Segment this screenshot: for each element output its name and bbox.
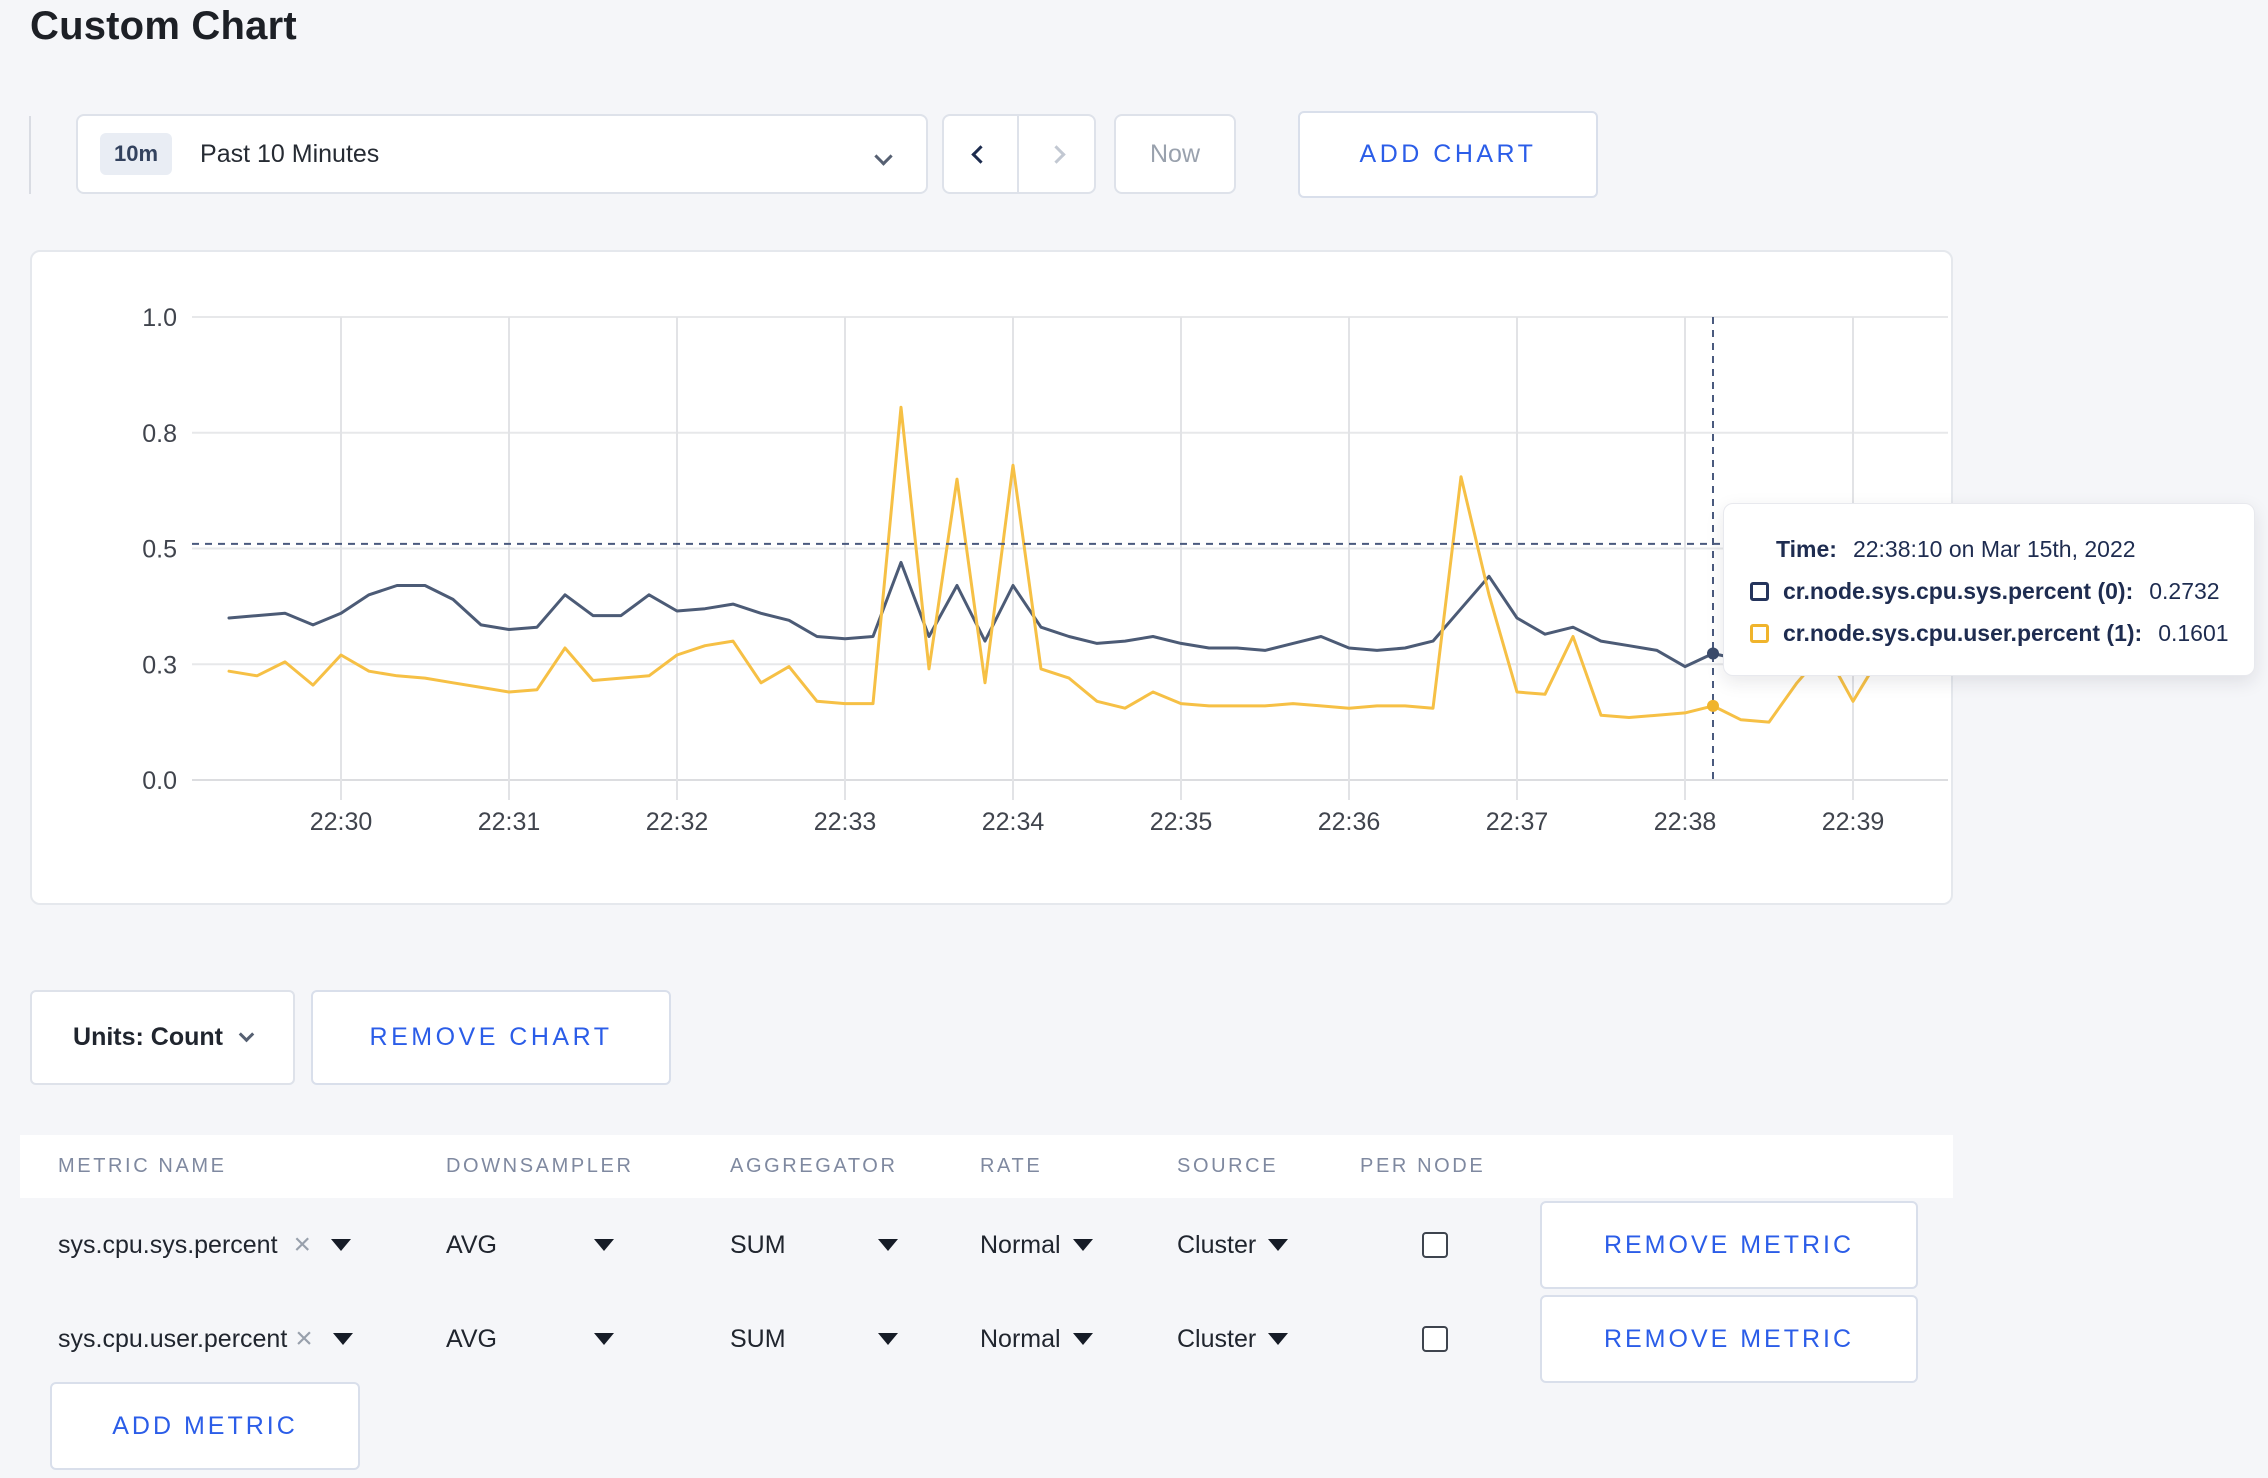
time-scale-label: Past 10 Minutes	[200, 139, 380, 168]
chart-hover-tooltip: Time: 22:38:10 on Mar 15th, 2022 cr.node…	[1723, 503, 2255, 676]
tooltip-series-name: cr.node.sys.cpu.user.percent (1):	[1783, 619, 2143, 646]
metric-name-value: sys.cpu.sys.percent	[58, 1230, 278, 1259]
svg-text:22:33: 22:33	[814, 808, 877, 836]
rate-dropdown-caret-icon[interactable]	[1072, 1333, 1093, 1345]
add-metric-button[interactable]: ADD METRIC	[50, 1382, 360, 1470]
aggregator-value: SUM	[730, 1230, 786, 1259]
column-header-rate: RATE	[980, 1155, 1043, 1177]
remove-chart-button[interactable]: REMOVE CHART	[311, 990, 671, 1085]
metric-name-value: sys.cpu.user.percent	[58, 1324, 288, 1353]
chevron-left-icon	[971, 144, 990, 164]
svg-text:22:37: 22:37	[1486, 808, 1549, 836]
svg-text:1.0: 1.0	[142, 304, 177, 332]
aggregator-dropdown-caret-icon[interactable]	[878, 1239, 898, 1251]
svg-text:22:32: 22:32	[646, 808, 709, 836]
chevron-right-icon	[1047, 144, 1066, 164]
units-dropdown[interactable]: Units: Count	[30, 990, 295, 1085]
sys-series-swatch-icon	[1750, 581, 1769, 601]
svg-text:0.5: 0.5	[142, 536, 177, 564]
rate-value: Normal	[980, 1324, 1061, 1353]
column-header-source: SOURCE	[1177, 1155, 1279, 1177]
next-timeframe-button[interactable]	[1019, 116, 1094, 192]
remove-metric-x-icon[interactable]: ×	[295, 1322, 313, 1355]
metric-dropdown-caret-icon[interactable]	[332, 1333, 353, 1345]
svg-text:22:31: 22:31	[478, 808, 541, 836]
metrics-table-header: METRIC NAME DOWNSAMPLER AGGREGATOR RATE …	[20, 1135, 1953, 1198]
table-row: sys.cpu.sys.percent × AVG SUM Normal Clu…	[20, 1198, 1953, 1292]
add-chart-button[interactable]: ADD CHART	[1298, 111, 1598, 198]
aggregator-dropdown-caret-icon[interactable]	[878, 1333, 898, 1345]
page-title: Custom Chart	[30, 4, 297, 48]
svg-text:22:34: 22:34	[982, 808, 1045, 836]
chart-card: 1.0 0.8 0.5 0.3 0.0 22:30 22:31 22:32 22:33 22:34…	[30, 250, 1953, 905]
tooltip-series-value: 0.2732	[2149, 577, 2220, 604]
left-divider	[29, 116, 31, 194]
user-series-swatch-icon	[1750, 623, 1769, 643]
remove-metric-button[interactable]: REMOVE METRIC	[1540, 1295, 1918, 1383]
source-dropdown-caret-icon[interactable]	[1268, 1333, 1289, 1345]
timeseries-chart[interactable]: 1.0 0.8 0.5 0.3 0.0 22:30 22:31 22:32 22:33 22:34…	[32, 252, 1951, 903]
column-header-aggregator: AGGREGATOR	[730, 1155, 898, 1177]
time-nav-group	[942, 114, 1096, 194]
svg-text:0.3: 0.3	[142, 651, 177, 679]
column-header-downsampler: DOWNSAMPLER	[446, 1155, 634, 1177]
downsampler-value: AVG	[446, 1324, 497, 1353]
chevron-down-icon	[874, 147, 893, 166]
source-value: Cluster	[1177, 1230, 1257, 1259]
now-button[interactable]: Now	[1114, 114, 1236, 194]
tooltip-time-value: 22:38:10 on Mar 15th, 2022	[1852, 535, 2136, 562]
downsampler-dropdown-caret-icon[interactable]	[594, 1333, 614, 1345]
source-dropdown-caret-icon[interactable]	[1268, 1239, 1289, 1251]
svg-text:22:36: 22:36	[1318, 808, 1381, 836]
metric-dropdown-caret-icon[interactable]	[331, 1239, 352, 1251]
time-scale-badge: 10m	[100, 133, 173, 175]
remove-metric-x-icon[interactable]: ×	[293, 1228, 312, 1261]
tooltip-series-row: cr.node.sys.cpu.user.percent (1): 0.1601	[1750, 612, 2254, 654]
column-header-per-node: PER NODE	[1360, 1155, 1486, 1177]
tooltip-series-row: cr.node.sys.cpu.sys.percent (0): 0.2732	[1750, 570, 2254, 612]
downsampler-dropdown-caret-icon[interactable]	[594, 1239, 614, 1251]
column-header-metric-name: METRIC NAME	[58, 1155, 227, 1177]
tooltip-time-label: Time:	[1776, 535, 1837, 562]
tooltip-series-name: cr.node.sys.cpu.sys.percent (0):	[1783, 577, 2134, 604]
svg-text:0.0: 0.0	[142, 767, 177, 795]
downsampler-value: AVG	[446, 1230, 497, 1259]
svg-text:22:38: 22:38	[1654, 808, 1717, 836]
per-node-checkbox[interactable]	[1422, 1232, 1448, 1258]
tooltip-series-value: 0.1601	[2158, 619, 2229, 646]
tooltip-time-row: Time: 22:38:10 on Mar 15th, 2022	[1750, 528, 2254, 570]
remove-metric-button[interactable]: REMOVE METRIC	[1540, 1201, 1918, 1289]
svg-text:22:35: 22:35	[1150, 808, 1213, 836]
per-node-checkbox[interactable]	[1422, 1326, 1448, 1352]
rate-value: Normal	[980, 1230, 1061, 1259]
svg-text:0.8: 0.8	[142, 420, 177, 448]
svg-text:22:39: 22:39	[1822, 808, 1885, 836]
aggregator-value: SUM	[730, 1324, 786, 1353]
chevron-down-icon	[238, 1026, 255, 1043]
units-label: Units: Count	[73, 1023, 223, 1051]
prev-timeframe-button[interactable]	[944, 116, 1019, 192]
svg-text:22:30: 22:30	[310, 808, 373, 836]
table-row: sys.cpu.user.percent × AVG SUM Normal Cl…	[20, 1292, 1953, 1386]
rate-dropdown-caret-icon[interactable]	[1072, 1239, 1093, 1251]
time-scale-dropdown[interactable]: 10m Past 10 Minutes	[76, 114, 928, 194]
source-value: Cluster	[1177, 1324, 1257, 1353]
